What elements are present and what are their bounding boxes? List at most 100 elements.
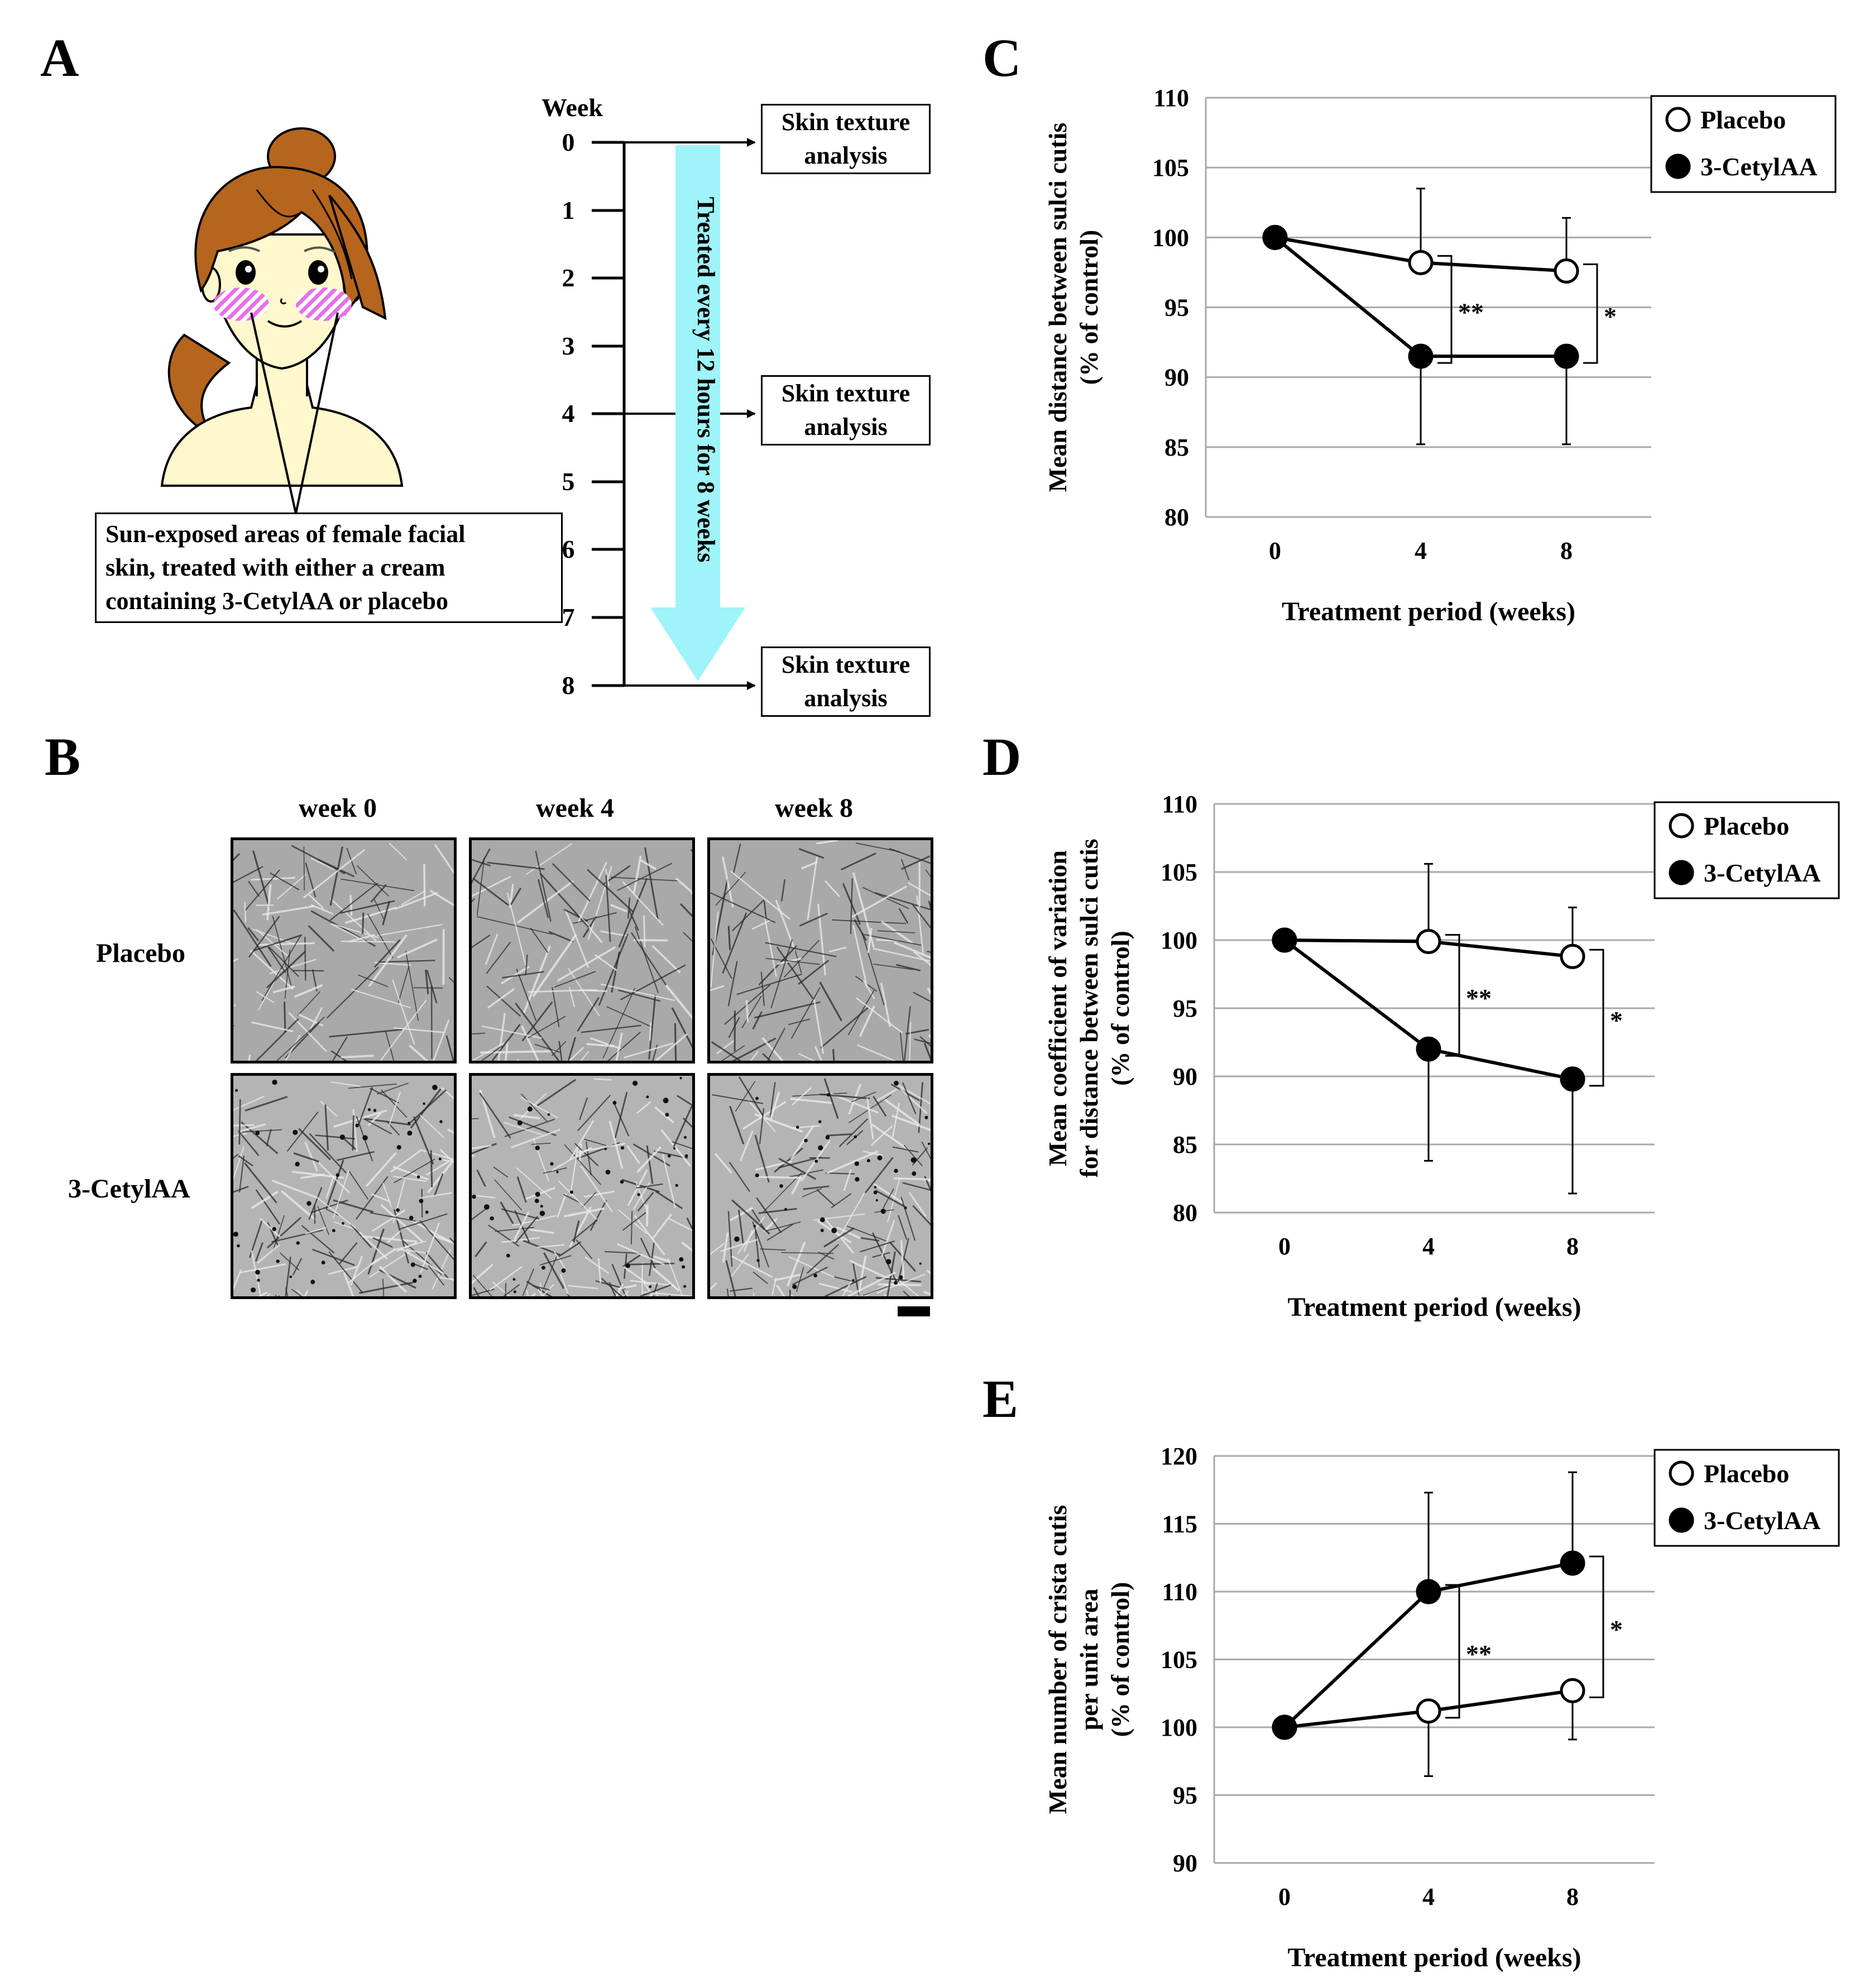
significance-bracket — [1583, 263, 1598, 364]
skin-analysis-line-2: analysis — [804, 142, 888, 169]
skin-analysis-line-1: Skin texture — [781, 380, 910, 407]
y-axis-label: Mean coefficient of variation — [1043, 850, 1072, 1166]
y-axis-label: for distance between sulci cutis — [1075, 839, 1103, 1177]
col-label-week8: week 8 — [775, 793, 853, 823]
x-tick-label: 4 — [1422, 1883, 1435, 1910]
skin-analysis-box-week0: Skin texture analysis — [761, 104, 931, 174]
x-tick-label: 0 — [1278, 1233, 1291, 1260]
micrograph-placebo-week4 — [469, 837, 695, 1064]
y-tick-label: 110 — [1162, 1578, 1197, 1606]
caption-line-1: Sun-exposed areas of female facial — [106, 520, 466, 548]
significance-label: ** — [1466, 1640, 1492, 1668]
x-tick-label: 4 — [1415, 537, 1427, 564]
data-point — [1554, 343, 1579, 369]
y-tick-label: 120 — [1161, 1443, 1197, 1470]
y-tick-label: 85 — [1173, 1131, 1197, 1158]
skin-analysis-line-1: Skin texture — [781, 651, 910, 678]
x-axis-label: Treatment period (weeks) — [1287, 1943, 1581, 1972]
y-tick-label: 90 — [1173, 1063, 1197, 1090]
significance-bracket — [1445, 1584, 1460, 1719]
x-tick-label: 8 — [1566, 1233, 1579, 1260]
y-tick-label: 80 — [1164, 504, 1189, 531]
data-point — [1408, 250, 1434, 275]
micrograph-cetylaa-week8 — [707, 1073, 933, 1299]
micrograph-placebo-week8 — [707, 837, 933, 1064]
x-tick-label: 8 — [1560, 537, 1573, 564]
y-axis-label: (% of control) — [1106, 1582, 1134, 1737]
treatment-arrow — [650, 145, 745, 681]
y-axis-label: Mean distance between sulci cutis — [1043, 123, 1072, 492]
skin-analysis-box-week8: Skin texture analysis — [761, 646, 931, 717]
micrograph-cetylaa-week4 — [469, 1073, 695, 1299]
week-tick-7: 7 — [562, 603, 575, 631]
data-point — [1408, 343, 1434, 369]
col-label-week0: week 0 — [299, 793, 377, 823]
chart-e: 90 95 100 105 110 115 120 0 4 8 Treatment period (… — [1043, 1443, 1840, 1972]
data-point — [1560, 943, 1585, 969]
legend-label: 3-CetylAA — [1704, 1506, 1821, 1535]
data-point — [1416, 1036, 1441, 1062]
legend-marker — [1669, 1507, 1694, 1533]
week-tick-2: 2 — [562, 264, 575, 292]
y-tick-label: 110 — [1162, 791, 1197, 818]
week-tick-5: 5 — [562, 467, 575, 496]
y-tick-label: 95 — [1173, 995, 1197, 1022]
data-point — [1560, 1066, 1585, 1092]
caption-line-2: skin, treated with either a cream — [106, 554, 445, 581]
panel-letter-c: C — [982, 28, 1022, 88]
data-point — [1272, 1714, 1297, 1740]
data-point — [1416, 1579, 1441, 1604]
y-tick-label: 100 — [1161, 927, 1197, 954]
woman-illustration — [160, 127, 404, 514]
y-tick-label: 90 — [1164, 364, 1189, 391]
y-tick-label: 100 — [1152, 224, 1189, 251]
data-point — [1416, 928, 1441, 954]
panel-letter-a: A — [40, 28, 79, 88]
y-tick-label: 105 — [1161, 1646, 1197, 1674]
x-tick-label: 4 — [1422, 1233, 1435, 1260]
week-ticks: 0 1 2 3 4 5 6 7 8 — [562, 128, 624, 700]
x-tick-label: 0 — [1278, 1883, 1291, 1910]
week-tick-4: 4 — [562, 399, 575, 428]
panel-letter-e: E — [982, 1369, 1019, 1429]
row-label-cetylaa: 3-CetylAA — [68, 1174, 190, 1204]
y-axis-label: Mean number of crista cutis — [1043, 1505, 1072, 1814]
chart-c: 80 85 90 95 100 105 110 0 4 8 Treatment period (we… — [1043, 84, 1837, 626]
significance-label: * — [1610, 1615, 1623, 1644]
panel-letter-d: D — [982, 727, 1022, 787]
treatment-arrow-label: Treated every 12 hours for 8 weeks — [692, 197, 720, 563]
significance-label: ** — [1458, 298, 1484, 326]
significance-bracket — [1437, 255, 1453, 364]
legend-marker — [1669, 813, 1694, 839]
y-tick-label: 95 — [1173, 1782, 1197, 1809]
panel-letter-b: B — [45, 727, 81, 787]
y-tick-label: 80 — [1173, 1199, 1197, 1227]
skin-analysis-line-2: analysis — [804, 413, 888, 440]
significance-bracket — [1589, 949, 1604, 1087]
y-tick-label: 105 — [1152, 154, 1189, 181]
micrograph-placebo-week0 — [231, 837, 457, 1064]
y-tick-label: 95 — [1164, 294, 1189, 322]
chart-d: 80 85 90 95 100 105 110 0 4 8 Treatment period (we… — [1043, 791, 1840, 1322]
data-point — [1560, 1678, 1585, 1703]
legend-marker — [1669, 1460, 1694, 1486]
significance-label: * — [1604, 302, 1617, 330]
data-point — [1262, 224, 1288, 250]
significance-label: ** — [1466, 984, 1492, 1012]
col-label-week4: week 4 — [536, 793, 614, 823]
y-tick-label: 85 — [1164, 434, 1189, 461]
data-point — [1416, 1698, 1441, 1724]
x-tick-label: 8 — [1566, 1883, 1579, 1910]
significance-bracket — [1589, 1555, 1604, 1698]
row-label-placebo: Placebo — [96, 938, 185, 968]
week-axis-label: Week — [541, 93, 603, 122]
x-axis-label: Treatment period (weeks) — [1287, 1292, 1581, 1322]
week-tick-8: 8 — [562, 671, 575, 700]
y-tick-label: 100 — [1161, 1714, 1197, 1741]
y-axis-label: (% of control) — [1075, 230, 1103, 385]
week-tick-0: 0 — [562, 128, 575, 156]
panel-a-caption: Sun-exposed areas of female facial skin,… — [95, 512, 563, 623]
scale-bar — [898, 1306, 930, 1316]
y-tick-label: 105 — [1161, 859, 1197, 886]
x-axis-label: Treatment period (weeks) — [1282, 597, 1575, 626]
